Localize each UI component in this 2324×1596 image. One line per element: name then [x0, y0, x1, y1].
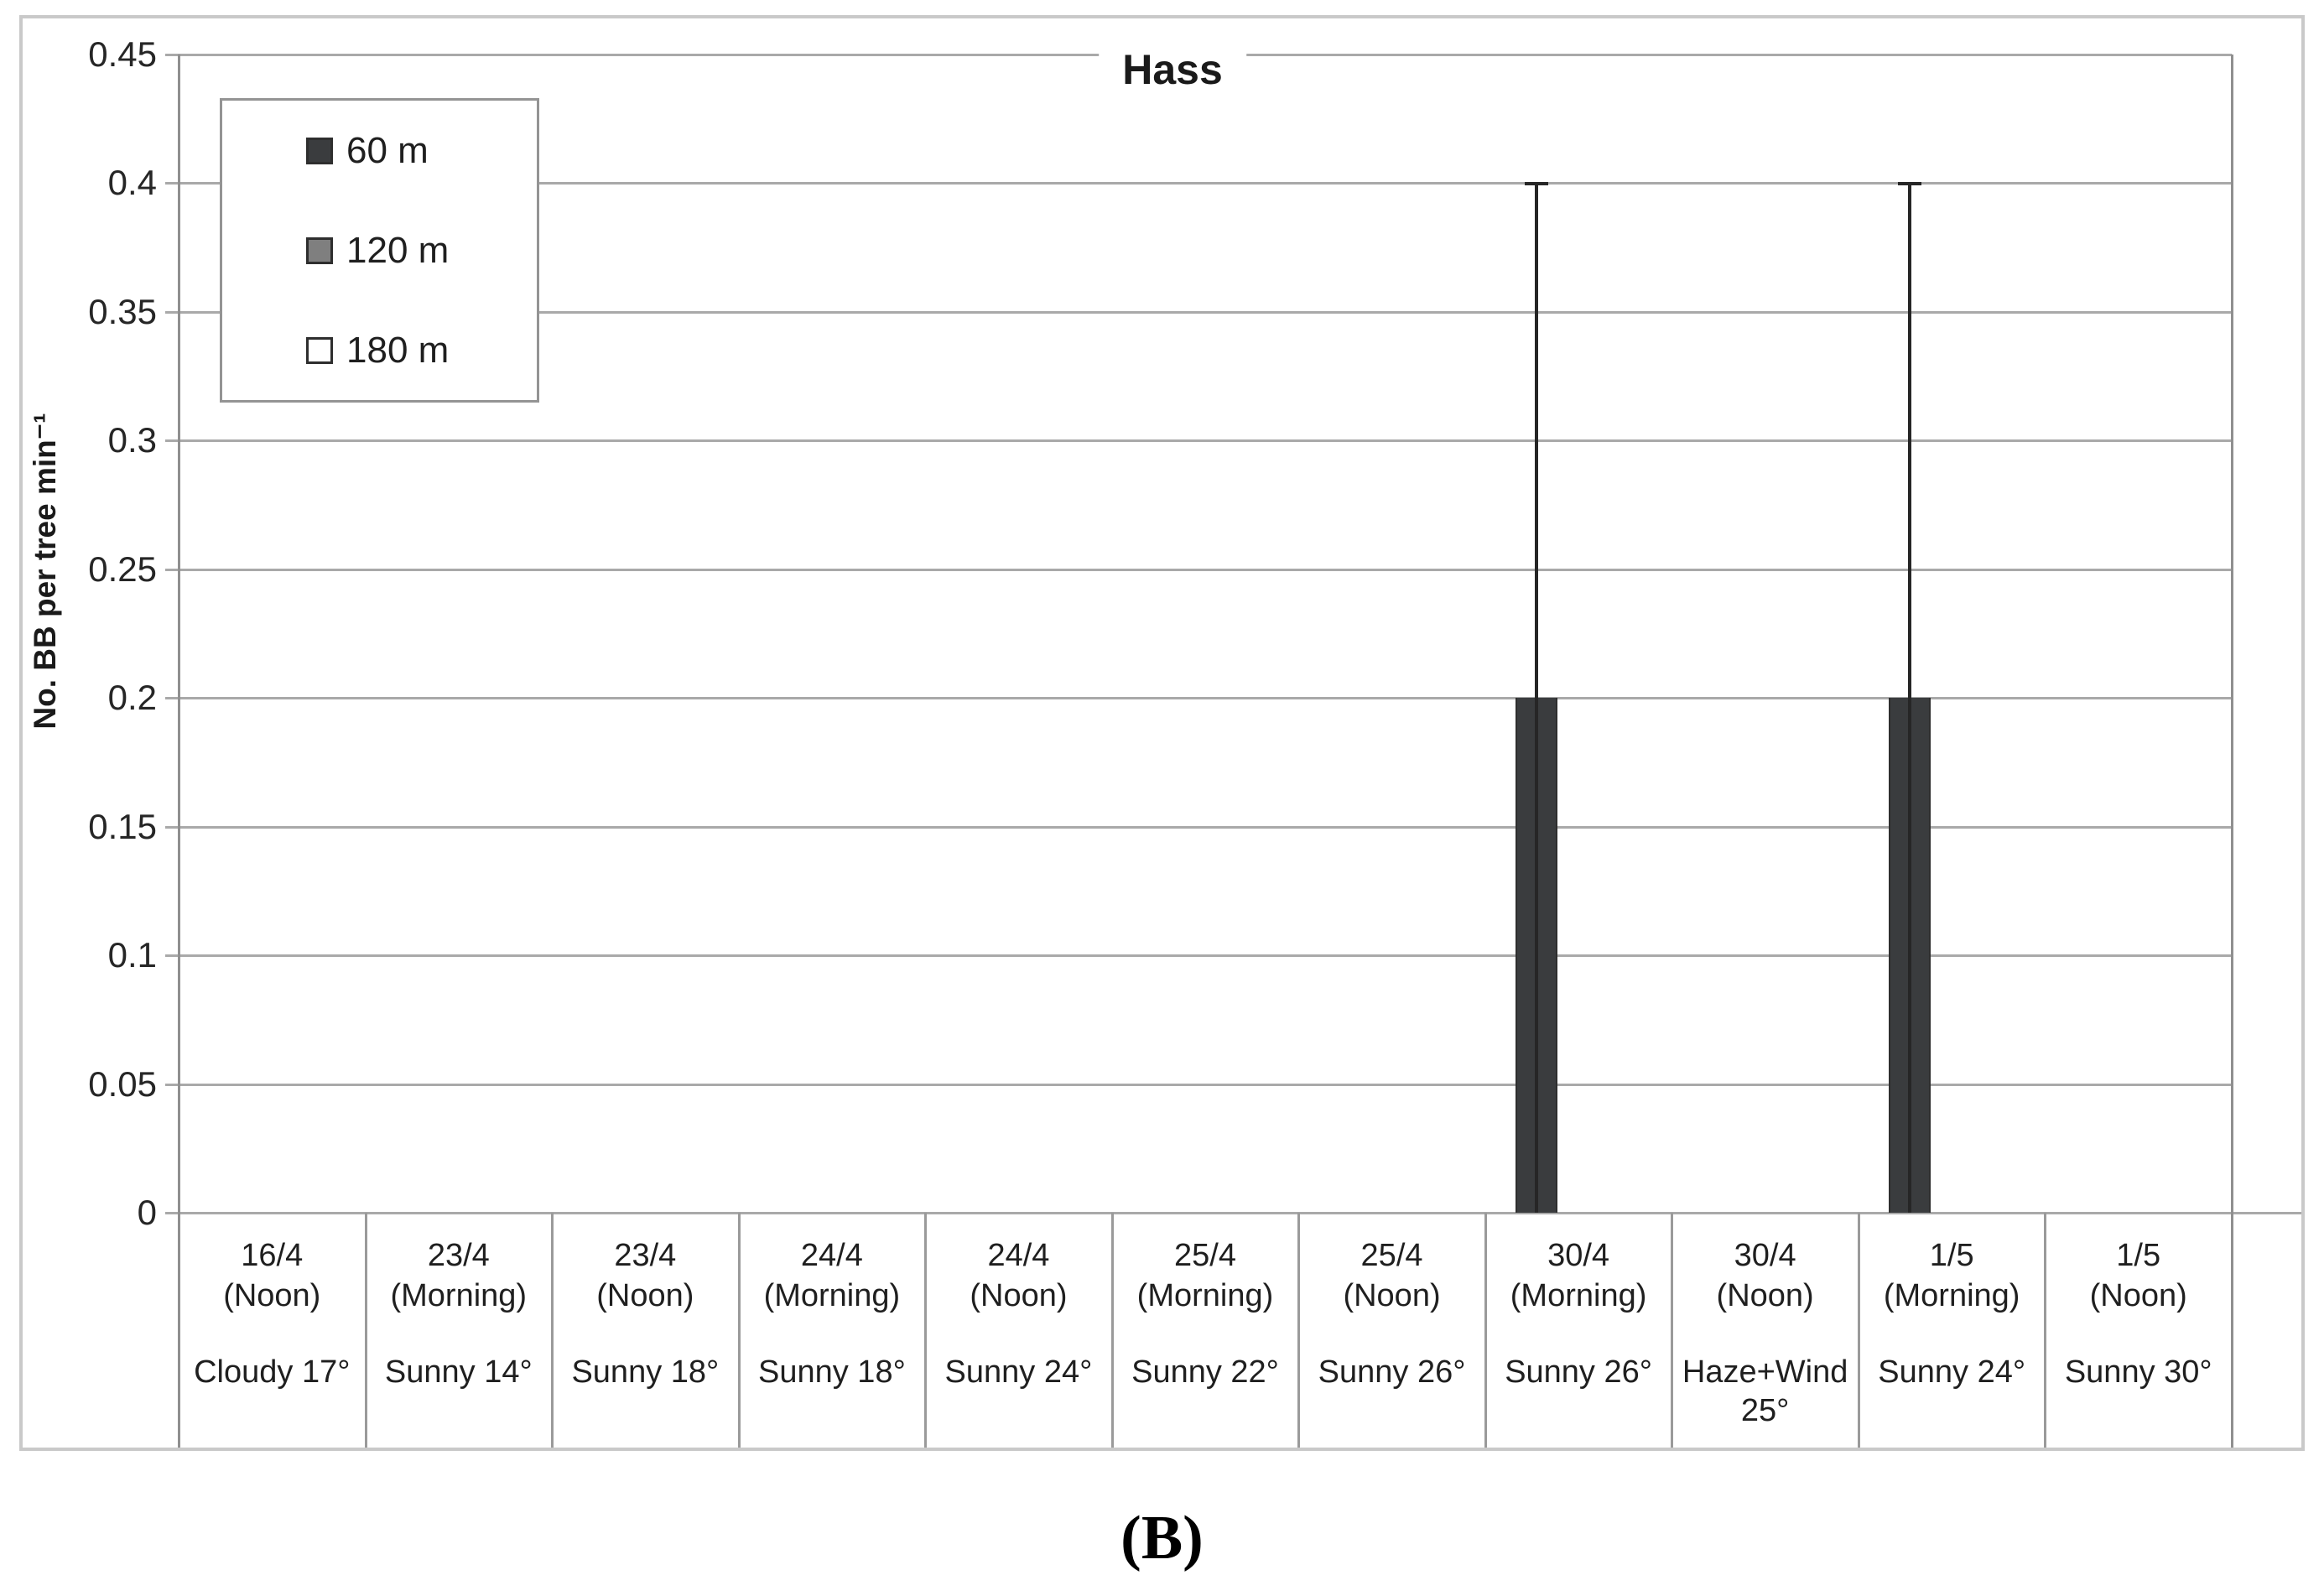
category-cell-separator: [924, 1213, 928, 1448]
x-category-cell: 23/4 (Morning) Sunny 14°: [366, 1215, 553, 1448]
legend-item: 120 m: [222, 200, 537, 300]
error-bar-cap: [1525, 182, 1549, 185]
category-weather-label: Sunny 30°: [2064, 1354, 2212, 1390]
gridline: [165, 826, 2232, 829]
category-date-label: 23/4: [614, 1238, 677, 1273]
y-tick-label: 0.3: [107, 420, 157, 460]
category-session-label: (Morning): [1136, 1278, 1274, 1313]
category-session-label: (Morning): [1510, 1278, 1647, 1313]
legend-swatch-180m: [306, 336, 333, 364]
category-cell-separator: [1857, 1213, 1860, 1448]
gridline: [165, 954, 2232, 957]
error-bar-cap: [1898, 182, 1922, 185]
plot-right-border: [2231, 55, 2233, 1448]
chart-title: Hass: [1099, 45, 1246, 94]
gridline: [165, 1212, 2232, 1214]
category-cell-separator: [737, 1213, 741, 1448]
x-category-cell: 30/4 (Noon) Haze+Wind 25°: [1672, 1215, 1859, 1448]
category-cell-separator: [2044, 1213, 2047, 1448]
y-tick-label: 0.25: [88, 549, 157, 589]
category-date-label: 24/4: [800, 1238, 863, 1273]
y-tick-label: 0.15: [88, 807, 157, 846]
category-session-label: (Morning): [1883, 1278, 2020, 1313]
category-weather-label: Haze+Wind 25°: [1682, 1354, 1848, 1428]
category-date-label: 24/4: [987, 1238, 1050, 1273]
gridline: [165, 1084, 2232, 1086]
category-session-label: (Noon): [1716, 1278, 1814, 1313]
y-tick-label: 0.35: [88, 292, 157, 331]
legend-label: 60 m: [346, 129, 429, 171]
legend-label: 180 m: [346, 329, 450, 371]
category-session-label: (Noon): [970, 1278, 1068, 1313]
category-cell-separator: [1110, 1213, 1114, 1448]
category-weather-label: Sunny 14°: [384, 1354, 533, 1390]
category-cell-separator: [364, 1213, 367, 1448]
legend-item: 180 m: [222, 300, 537, 400]
error-bar-line: [1908, 183, 1912, 1213]
category-date-label: 25/4: [1174, 1238, 1236, 1273]
y-tick-label: 0: [137, 1193, 157, 1232]
category-date-label: 30/4: [1547, 1238, 1610, 1273]
error-bar-line: [1535, 183, 1539, 1213]
category-date-label: 1/5: [1929, 1238, 1974, 1273]
category-session-label: (Morning): [763, 1278, 901, 1313]
x-category-cell: 1/5 (Noon) Sunny 30°: [2045, 1215, 2232, 1448]
figure-caption: (B): [1120, 1504, 1204, 1573]
category-cell-separator: [1671, 1213, 1674, 1448]
y-tick-label: 0.1: [107, 935, 157, 975]
category-weather-label: Sunny 18°: [571, 1354, 720, 1390]
category-date-label: 16/4: [241, 1238, 304, 1273]
gridline: [165, 569, 2232, 571]
x-category-cell: 25/4 (Morning) Sunny 22°: [1112, 1215, 1299, 1448]
legend-label: 120 m: [346, 229, 450, 271]
category-session-label: (Noon): [223, 1278, 321, 1313]
category-weather-label: Sunny 26°: [1318, 1354, 1466, 1390]
y-axis-line: [178, 55, 180, 1448]
gridline: [165, 311, 2232, 314]
category-session-label: (Noon): [596, 1278, 694, 1313]
category-weather-label: Sunny 24°: [1878, 1354, 2026, 1390]
category-cell-separator: [1297, 1213, 1301, 1448]
gridline: [165, 182, 2232, 185]
x-category-cell: 16/4 (Noon) Cloudy 17°: [179, 1215, 366, 1448]
category-date-label: 23/4: [427, 1238, 490, 1273]
category-weather-label: Sunny 22°: [1131, 1354, 1279, 1390]
gridline: [165, 697, 2232, 699]
category-weather-label: Sunny 24°: [944, 1354, 1093, 1390]
category-weather-label: Sunny 18°: [758, 1354, 906, 1390]
legend-item: 60 m: [222, 101, 537, 200]
x-category-cell: 30/4 (Morning) Sunny 26°: [1485, 1215, 1672, 1448]
category-weather-label: Cloudy 17°: [194, 1354, 351, 1390]
category-cell-separator: [551, 1213, 554, 1448]
y-tick-label: 0.4: [107, 163, 157, 202]
category-session-label: (Noon): [2089, 1278, 2187, 1313]
category-date-label: 25/4: [1360, 1238, 1423, 1273]
legend: 60 m 120 m 180 m: [220, 98, 539, 403]
y-tick-label: 0.2: [107, 678, 157, 717]
y-tick-label: 0.45: [88, 34, 157, 74]
category-session-label: (Morning): [390, 1278, 528, 1313]
y-tick-label: 0.05: [88, 1064, 157, 1104]
x-category-cell: 25/4 (Noon) Sunny 26°: [1298, 1215, 1485, 1448]
x-category-cell: 24/4 (Noon) Sunny 24°: [925, 1215, 1112, 1448]
category-date-label: 30/4: [1734, 1238, 1796, 1273]
category-cell-separator: [1484, 1213, 1487, 1448]
category-date-label: 1/5: [2116, 1238, 2161, 1273]
category-weather-label: Sunny 26°: [1505, 1354, 1652, 1390]
gridline: [165, 439, 2232, 442]
legend-swatch-120m: [306, 237, 333, 264]
legend-swatch-60m: [306, 137, 333, 164]
category-session-label: (Noon): [1343, 1278, 1441, 1313]
x-axis-extension: [2232, 1212, 2301, 1214]
x-category-cell: 23/4 (Noon) Sunny 18°: [552, 1215, 739, 1448]
x-category-cell: 24/4 (Morning) Sunny 18°: [739, 1215, 926, 1448]
x-category-cell: 1/5 (Morning) Sunny 24°: [1859, 1215, 2046, 1448]
